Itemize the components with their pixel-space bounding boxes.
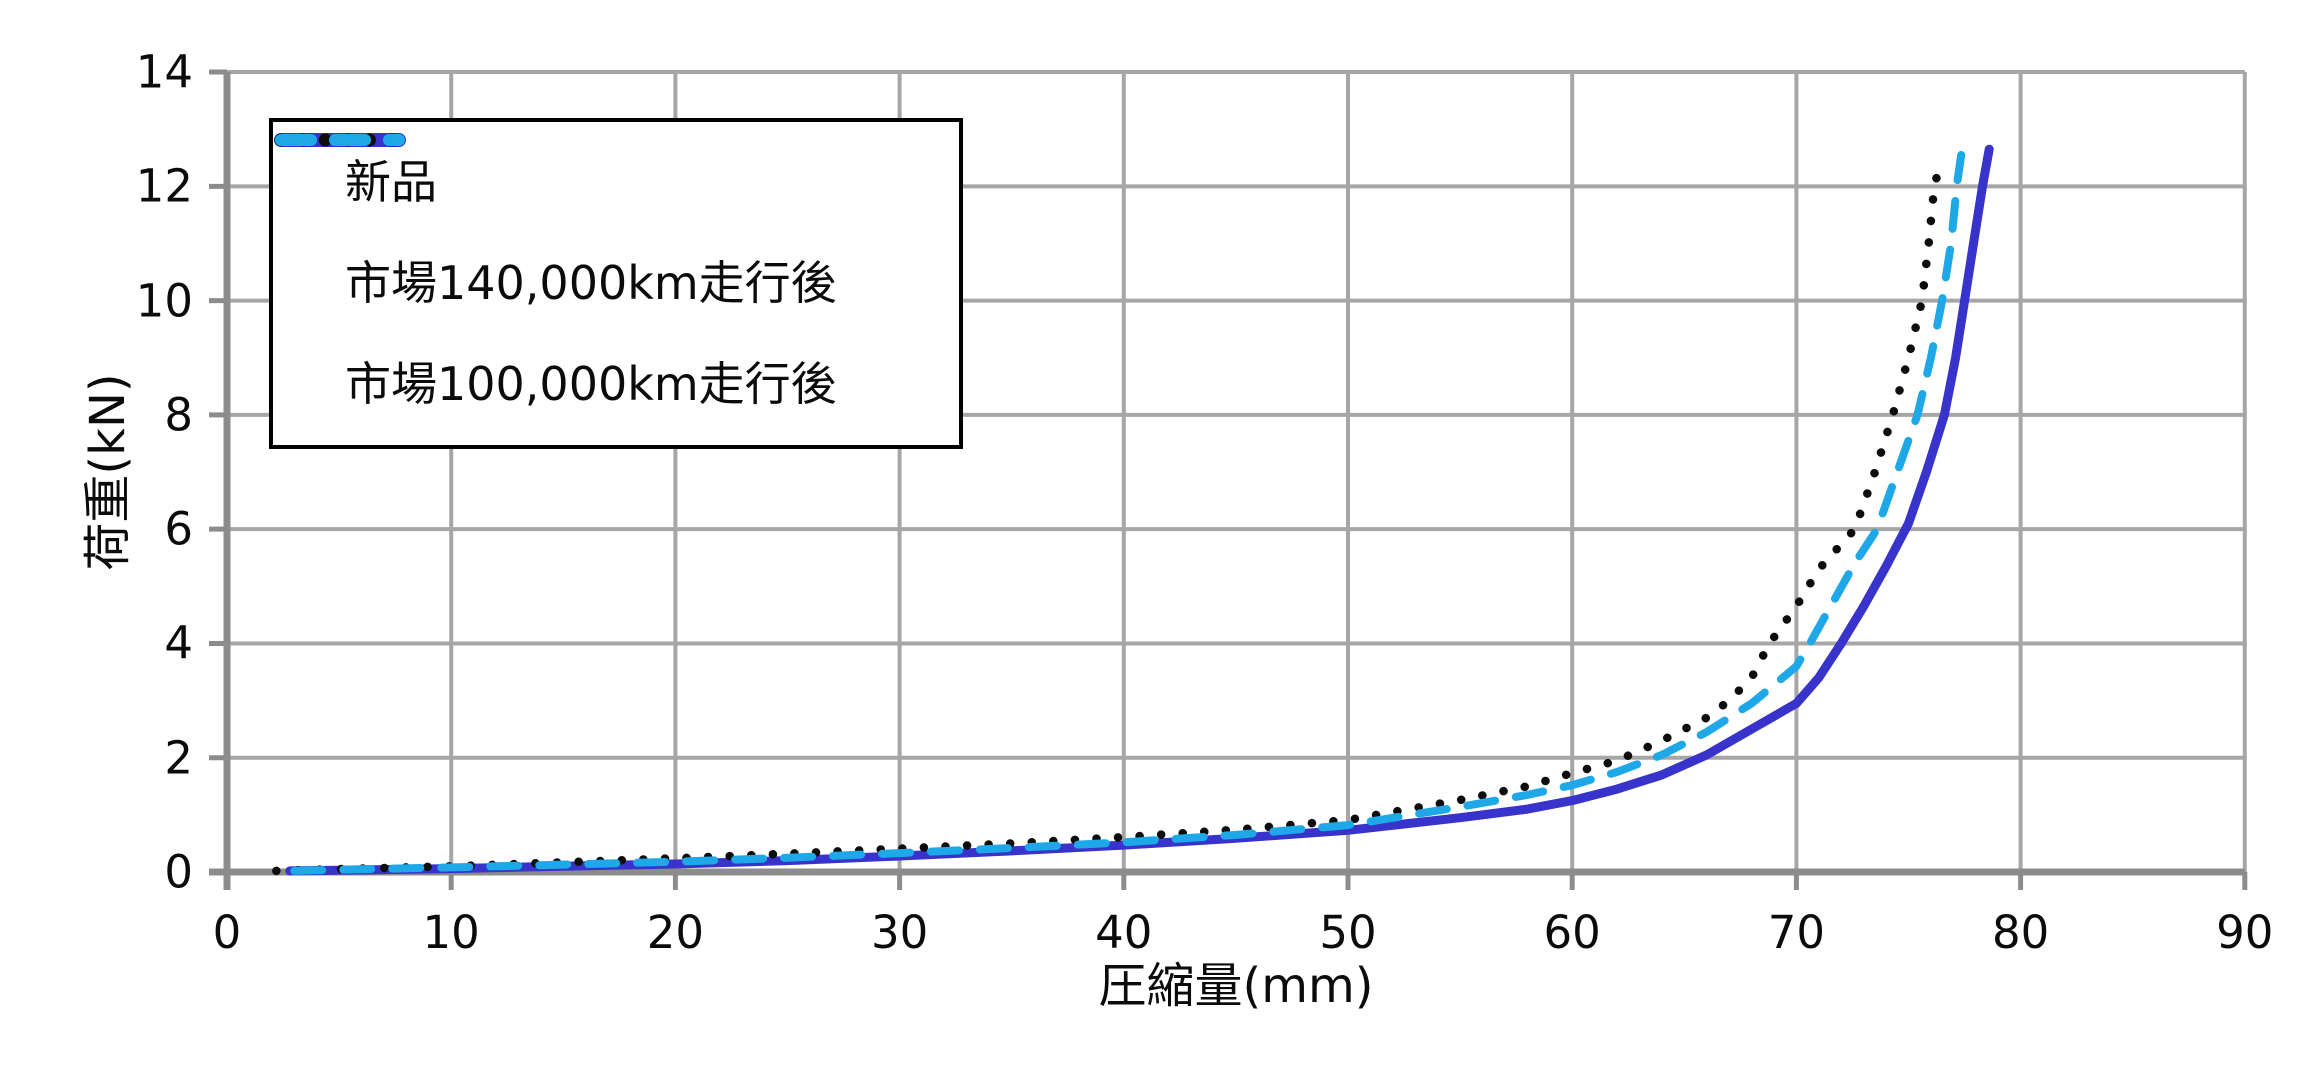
x-tick-label: 70 [1767,906,1826,959]
y-tick-label: 6 [164,502,193,556]
legend-row: 新品 [274,133,939,210]
series-dotted-line [272,164,1944,876]
y-tick-label: 14 [135,45,193,99]
x-tick-label: 0 [212,906,242,959]
legend-label: 市場100,000km走行後 [345,357,837,412]
x-tick-label: 20 [646,906,705,959]
y-tick-label: 2 [164,731,193,785]
y-tick-label: 12 [135,159,193,213]
legend-row: 市場100,000km走行後 [275,134,939,412]
y-axis-title: 荷重(kN) [80,373,136,571]
x-tick-label: 90 [2216,906,2274,959]
y-tick-label: 0 [164,845,193,899]
x-tick-label: 30 [870,906,929,959]
y-tick-label: 8 [164,388,193,442]
y-tick-label: 10 [135,274,193,328]
legend-row: 市場140,000km走行後 [274,133,939,311]
x-axis-title: 圧縮量(mm) [1098,958,1374,1014]
x-tick-label: 60 [1543,906,1601,959]
x-tick-label: 50 [1319,906,1377,959]
legend-label: 新品 [345,155,437,210]
x-tick-label: 10 [422,906,480,959]
x-tick-label: 40 [1095,906,1153,959]
legend: 新品市場140,000km走行後 市場100,000km走行後 [269,118,963,449]
legend-sample-dashed-icon [275,134,405,146]
x-tick-label: 80 [1991,906,2050,959]
legend-label: 市場140,000km走行後 [345,256,837,311]
y-tick-label: 4 [164,616,193,670]
series-dashed-line [290,150,1966,875]
